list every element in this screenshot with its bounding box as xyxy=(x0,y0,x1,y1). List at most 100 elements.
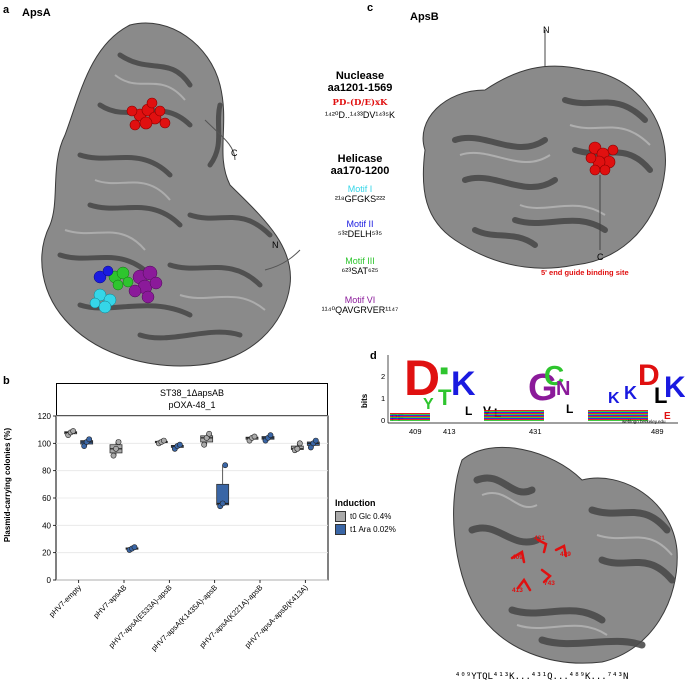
y-tick-label: 20 xyxy=(42,549,51,558)
x-tick-label: pHV7-apsAB xyxy=(91,583,128,620)
apsb-structure xyxy=(422,30,666,269)
legend: t0 Glc 0.4% t1 Ara 0.02% xyxy=(335,510,396,536)
apsa-c-terminus: C xyxy=(231,148,238,158)
apsb-n-terminus: N xyxy=(543,25,550,35)
y-tick-label: 120 xyxy=(38,412,52,421)
data-point xyxy=(201,441,208,448)
data-point xyxy=(219,500,226,507)
x-tick-label: pHV7-empty xyxy=(47,583,83,619)
data-point xyxy=(296,440,303,447)
nuclease-motif: PD-(D/E)xK xyxy=(332,98,388,108)
strip-line-2: pOXA-48_1 xyxy=(168,400,216,410)
logo-y-label: bits xyxy=(360,393,369,408)
apsb-closeup-structure xyxy=(453,446,678,664)
svg-text:K: K xyxy=(608,390,620,407)
motif-4: Motif VI ¹¹⁴⁰QAVGRVER¹¹⁴⁷ xyxy=(300,295,420,316)
data-point xyxy=(176,441,183,448)
y-tick-label: 60 xyxy=(42,494,51,503)
data-point xyxy=(160,437,167,444)
y-tick-label: 40 xyxy=(42,521,51,530)
motif-1-name: Motif I xyxy=(347,184,373,194)
logo-pos-409: 409 xyxy=(409,427,422,436)
legend-item-t1: t1 Ara 0.02% xyxy=(335,523,396,536)
nuclease-range: aa1201-1569 xyxy=(327,82,393,94)
legend-swatch-t1 xyxy=(335,524,346,535)
panel-letter-d: d xyxy=(370,350,377,362)
data-point xyxy=(115,439,122,445)
data-point xyxy=(203,434,210,441)
data-point xyxy=(81,443,88,449)
nuclease-block: Nuclease aa1201-1569 PD-(D/E)xK ¹⁴²⁰D..¹… xyxy=(300,70,420,121)
panel-letter-b: b xyxy=(3,375,10,387)
sequence-logo: PF D Y T ■ K L V L G C N L K K D L K E xyxy=(387,350,685,424)
y-axis-label: Plasmid-carrying colonies (%) xyxy=(3,427,12,543)
struct-label-413: 413 xyxy=(512,587,523,594)
binding-site-label: 5' end guide binding site xyxy=(541,268,629,277)
struct-label-743: 743 xyxy=(544,580,555,587)
svg-text:L: L xyxy=(465,404,472,418)
motif-4-name: Motif VI xyxy=(344,295,376,305)
apsa-structure xyxy=(41,22,301,367)
motif-2: Motif II ⁵³²DELH⁵³⁵ xyxy=(300,219,420,239)
svg-text:D: D xyxy=(638,359,660,392)
data-point xyxy=(294,445,301,452)
logo-pos-489: 489 xyxy=(651,427,664,436)
data-point xyxy=(312,437,319,444)
struct-label-409: 409 xyxy=(512,554,523,561)
motif-2-name: Motif II xyxy=(346,219,374,229)
helicase-range: aa170-1200 xyxy=(330,165,390,177)
data-point xyxy=(206,430,213,437)
struct-label-489: 489 xyxy=(560,551,571,558)
logo-ytick-1: 1 xyxy=(381,394,386,403)
logo-pos-431: 431 xyxy=(529,427,542,436)
data-point xyxy=(110,452,117,459)
svg-text:T: T xyxy=(438,385,452,410)
motif-1-seq: ²¹⁸GFGKS²²² xyxy=(334,194,386,204)
svg-text:L: L xyxy=(566,402,573,416)
apsb-title: ApsB xyxy=(410,11,439,23)
svg-text:Y: Y xyxy=(423,396,434,413)
svg-text:K: K xyxy=(664,371,685,404)
data-point xyxy=(86,436,93,443)
data-point xyxy=(267,432,274,439)
apsa-n-terminus: N xyxy=(272,240,279,250)
logo-ytick-2: 2 xyxy=(381,372,386,381)
svg-text:D: D xyxy=(404,350,440,406)
helicase-title: Helicase xyxy=(337,153,383,165)
logo-ytick-0: 0 xyxy=(381,416,386,425)
logo-pos-413: 413 xyxy=(443,427,456,436)
legend-title: Induction xyxy=(335,498,376,508)
apsb-c-terminus: C xyxy=(597,252,604,262)
nuclease-seq: ¹⁴²⁰D..¹⁴³³DV¹⁴³⁵K xyxy=(325,110,395,120)
struct-label-431: 431 xyxy=(534,535,545,542)
data-point xyxy=(251,433,258,440)
helicase-block: Helicase aa170-1200 xyxy=(300,153,420,177)
motif-4-seq: ¹¹⁴⁰QAVGRVER¹¹⁴⁷ xyxy=(321,305,399,315)
weblogo-credit: weblogo.berkeley.edu xyxy=(622,419,666,424)
data-point xyxy=(307,444,314,451)
svg-text:G: G xyxy=(528,367,558,409)
svg-text:K: K xyxy=(624,383,637,403)
motif-3: Motif III ⁶²³SAT⁶²⁵ xyxy=(300,256,420,276)
panel-letter-c: c xyxy=(367,2,374,14)
nuclease-title: Nuclease xyxy=(335,70,385,82)
y-tick-label: 80 xyxy=(42,467,51,476)
apsa-title: ApsA xyxy=(22,7,51,19)
motif-2-seq: ⁵³²DELH⁵³⁵ xyxy=(337,229,383,239)
data-point xyxy=(222,462,229,469)
svg-text:C: C xyxy=(544,360,564,391)
motif-3-name: Motif III xyxy=(345,256,375,266)
bottom-sequence: ⁴⁰⁹YTQL⁴¹³K...⁴³¹Q...⁴⁸⁹K...⁷⁴³N xyxy=(455,672,629,682)
motif-1: Motif I ²¹⁸GFGKS²²² xyxy=(300,184,420,204)
svg-text:E: E xyxy=(664,411,671,422)
legend-swatch-t0 xyxy=(335,511,346,522)
data-point xyxy=(131,544,138,551)
legend-label-t0: t0 Glc 0.4% xyxy=(350,512,392,521)
legend-label-t1: t1 Ara 0.02% xyxy=(350,525,396,534)
svg-text:■: ■ xyxy=(440,362,448,378)
y-tick-label: 100 xyxy=(38,439,52,448)
panel-letter-a: a xyxy=(3,4,10,16)
data-point xyxy=(70,428,77,434)
svg-text:N: N xyxy=(556,378,570,400)
